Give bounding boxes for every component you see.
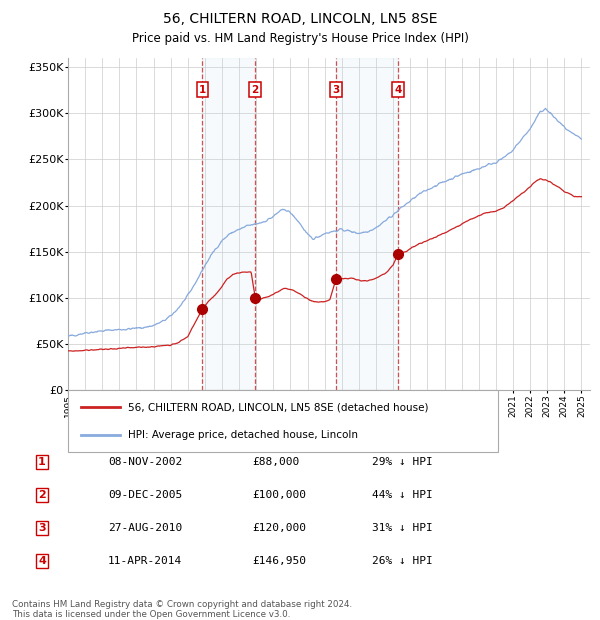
Text: HPI: Average price, detached house, Lincoln: HPI: Average price, detached house, Linc… <box>128 430 358 440</box>
Text: Contains HM Land Registry data © Crown copyright and database right 2024.
This d: Contains HM Land Registry data © Crown c… <box>12 600 352 619</box>
Text: 08-NOV-2002: 08-NOV-2002 <box>108 457 182 467</box>
Text: £88,000: £88,000 <box>252 457 299 467</box>
Text: 56, CHILTERN ROAD, LINCOLN, LN5 8SE (detached house): 56, CHILTERN ROAD, LINCOLN, LN5 8SE (det… <box>128 402 428 412</box>
Text: £100,000: £100,000 <box>252 490 306 500</box>
Text: 3: 3 <box>38 523 46 533</box>
Text: £146,950: £146,950 <box>252 556 306 566</box>
Text: 2: 2 <box>38 490 46 500</box>
Text: 27-AUG-2010: 27-AUG-2010 <box>108 523 182 533</box>
Text: 3: 3 <box>332 84 340 94</box>
Text: 09-DEC-2005: 09-DEC-2005 <box>108 490 182 500</box>
Text: Price paid vs. HM Land Registry's House Price Index (HPI): Price paid vs. HM Land Registry's House … <box>131 32 469 45</box>
Text: 31% ↓ HPI: 31% ↓ HPI <box>372 523 433 533</box>
Text: 29% ↓ HPI: 29% ↓ HPI <box>372 457 433 467</box>
Text: £120,000: £120,000 <box>252 523 306 533</box>
Text: 4: 4 <box>394 84 401 94</box>
Text: 11-APR-2014: 11-APR-2014 <box>108 556 182 566</box>
Bar <box>202 58 255 390</box>
Text: 4: 4 <box>38 556 46 566</box>
Text: 44% ↓ HPI: 44% ↓ HPI <box>372 490 433 500</box>
Text: 1: 1 <box>38 457 46 467</box>
Text: 26% ↓ HPI: 26% ↓ HPI <box>372 556 433 566</box>
Bar <box>336 58 398 390</box>
Text: 56, CHILTERN ROAD, LINCOLN, LN5 8SE: 56, CHILTERN ROAD, LINCOLN, LN5 8SE <box>163 12 437 26</box>
FancyBboxPatch shape <box>68 390 498 452</box>
Text: 2: 2 <box>251 84 259 94</box>
Text: 1: 1 <box>199 84 206 94</box>
